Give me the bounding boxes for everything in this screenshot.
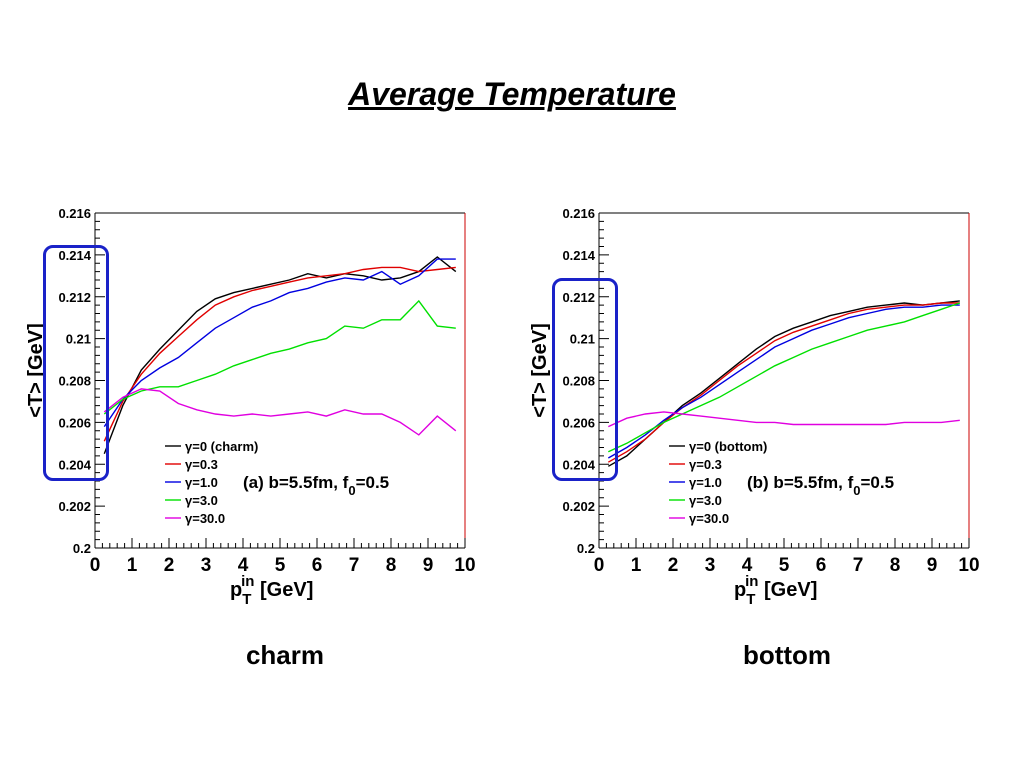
y-tick-label: 0.212 — [58, 290, 91, 305]
legend-label-4: γ=30.0 — [185, 511, 225, 526]
y-tick-label: 0.208 — [562, 374, 595, 389]
x-axis-label-tail: [GeV] — [254, 579, 313, 601]
x-axis-label-sub: T — [746, 591, 755, 608]
y-tick-label: 0.208 — [58, 374, 91, 389]
y-tick-label: 0.216 — [58, 206, 91, 221]
x-tick-label: 0 — [594, 555, 605, 576]
x-tick-label: 10 — [958, 555, 979, 576]
panel-annotation-main: (b) b=5.5fm, f — [747, 473, 854, 492]
x-tick-label: 1 — [631, 555, 642, 576]
y-tick-label: 0.21 — [66, 332, 91, 347]
panel-annotation-tail: =0.5 — [356, 473, 390, 492]
x-tick-label: 6 — [312, 555, 323, 576]
y-tick-label: 0.212 — [562, 290, 595, 305]
x-tick-label: 5 — [779, 555, 790, 576]
y-axis-label: <T> [GeV] — [25, 323, 47, 417]
bottom-chart-panel: 0.2 0.202 0.204 0.206 0.208 0.21 0.212 0.214 0.2… — [524, 195, 1014, 615]
y-tick-label: 0.202 — [562, 499, 595, 514]
legend-label-4: γ=30.0 — [689, 511, 729, 526]
x-tick-label: 2 — [668, 555, 679, 576]
panel-annotation: (a) b=5.5fm, f0=0.5 — [243, 473, 389, 498]
series-line-4 — [608, 411, 960, 428]
bottom-chart: 0.2 0.202 0.204 0.206 0.208 0.21 0.212 0.214 0.2… — [529, 206, 980, 608]
legend-label-1: γ=0.3 — [185, 457, 218, 472]
y-tick-label: 0.216 — [562, 206, 595, 221]
series-line-3 — [608, 302, 961, 453]
series-line-1 — [607, 302, 960, 463]
y-axis-label: <T> [GeV] — [529, 323, 551, 417]
x-axis-label-main: p — [230, 579, 242, 601]
x-tick-label: 10 — [454, 555, 475, 576]
x-tick-label: 6 — [816, 555, 827, 576]
x-axis-label-tail: [GeV] — [758, 579, 817, 601]
x-tick-label: 2 — [164, 555, 175, 576]
x-axis-label-sup: in — [745, 573, 758, 590]
x-tick-label: 7 — [853, 555, 864, 576]
x-tick-label: 1 — [127, 555, 138, 576]
x-tick-label: 5 — [275, 555, 286, 576]
y-tick-label: 0.214 — [562, 248, 595, 263]
x-axis-label-main: p — [734, 579, 746, 601]
panel-annotation-sub: 0 — [348, 483, 355, 498]
series-line-0 — [607, 300, 960, 467]
series-line-3 — [103, 299, 456, 415]
series-line-2 — [607, 304, 960, 459]
charm-y-axis-highlight-box — [43, 245, 109, 481]
series-line-2 — [103, 258, 456, 427]
legend-label-0: γ=0 (charm) — [185, 439, 258, 454]
charm-chart: 0.2 0.202 0.204 0.206 0.208 0.21 0.212 0.214 0.2… — [25, 206, 476, 608]
x-tick-label: 3 — [201, 555, 212, 576]
y-tick-label: 0.2 — [577, 541, 595, 556]
y-tick-label: 0.2 — [73, 541, 91, 556]
y-tick-label: 0.21 — [570, 332, 595, 347]
y-tick-label: 0.204 — [58, 457, 91, 472]
y-tick-label: 0.214 — [58, 248, 91, 263]
x-tick-label: 7 — [349, 555, 360, 576]
charm-chart-panel: 0.2 0.202 0.204 0.206 0.208 0.21 0.212 0.214 0.2… — [20, 195, 510, 615]
legend-label-3: γ=3.0 — [689, 493, 722, 508]
series-line-1 — [103, 266, 456, 442]
legend-label-3: γ=3.0 — [185, 493, 218, 508]
legend-label-2: γ=1.0 — [185, 475, 218, 490]
y-tick-label: 0.204 — [562, 457, 595, 472]
x-tick-label: 3 — [705, 555, 716, 576]
legend-label-2: γ=1.0 — [689, 475, 722, 490]
panel-annotation: (b) b=5.5fm, f0=0.5 — [747, 473, 894, 498]
x-tick-label: 4 — [238, 555, 249, 576]
x-tick-label: 9 — [423, 555, 434, 576]
x-tick-label: 4 — [742, 555, 753, 576]
x-tick-label: 8 — [386, 555, 397, 576]
y-tick-label: 0.206 — [562, 415, 595, 430]
x-tick-label: 0 — [90, 555, 101, 576]
panel-annotation-main: (a) b=5.5fm, f — [243, 473, 349, 492]
x-tick-label: 9 — [927, 555, 938, 576]
x-axis-label-sup: in — [241, 573, 254, 590]
charm-caption: charm — [245, 640, 325, 670]
panel-annotation-sub: 0 — [853, 483, 860, 498]
bottom-caption: bottom — [742, 640, 832, 670]
x-axis-label: pTin [GeV] — [230, 573, 313, 608]
x-axis-label-sub: T — [242, 591, 251, 608]
series-line-4 — [103, 388, 457, 436]
bottom-y-axis-highlight-box — [552, 278, 618, 481]
legend-label-0: γ=0 (bottom) — [689, 439, 767, 454]
x-axis-label: pTin [GeV] — [734, 573, 817, 608]
x-tick-label: 8 — [890, 555, 901, 576]
y-tick-label: 0.206 — [58, 415, 91, 430]
legend-label-1: γ=0.3 — [689, 457, 722, 472]
series-line-0 — [103, 256, 457, 455]
y-tick-label: 0.202 — [58, 499, 91, 514]
slide-title: Average Temperature — [348, 76, 676, 112]
panel-annotation-tail: =0.5 — [861, 473, 895, 492]
